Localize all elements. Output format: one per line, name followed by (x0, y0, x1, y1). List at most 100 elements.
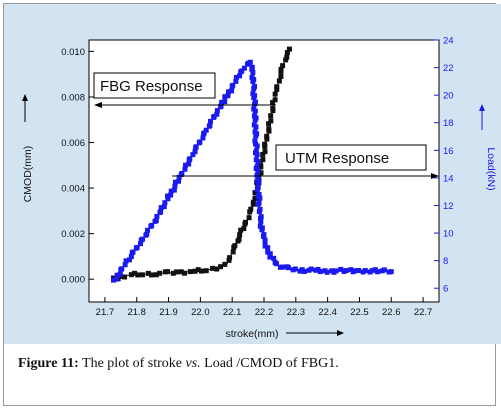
y-right-tick-label: 12 (443, 201, 454, 212)
caption-text-after: Load /CMOD of FBG1. (200, 356, 339, 371)
data-point (250, 199, 256, 205)
utm-label-box (275, 144, 427, 171)
y-right-tick-label: 22 (443, 63, 454, 74)
data-point (149, 222, 155, 228)
data-point (230, 82, 236, 88)
data-point (254, 143, 260, 149)
chart: 21.7 21.8 21.9 22.0 22.1 22.2 22.3 22.4 22.5 22.6… (22, 36, 497, 340)
data-point (229, 88, 235, 94)
y-left-tick-label: 0.010 (61, 47, 85, 58)
data-point (226, 257, 232, 263)
y-left-tick-label: 0.006 (61, 138, 85, 149)
y-right-tick-label: 10 (443, 229, 454, 240)
x-title-arrow-head (337, 330, 344, 336)
data-point (178, 269, 184, 275)
data-point (255, 159, 261, 165)
data-point (280, 63, 286, 69)
data-point (352, 268, 358, 274)
data-point (253, 124, 259, 130)
data-point (144, 231, 150, 237)
data-point (274, 84, 280, 90)
x-tick-label: 22.4 (318, 307, 337, 318)
data-point (333, 268, 339, 274)
data-point (247, 59, 253, 65)
data-point (262, 141, 268, 147)
data-point (254, 152, 260, 158)
data-point (134, 244, 140, 250)
data-point (174, 269, 180, 275)
data-point (317, 269, 323, 275)
data-point (252, 195, 258, 201)
data-point (256, 208, 262, 214)
x-tick-label: 21.7 (96, 307, 115, 318)
data-point (186, 161, 192, 167)
data-point (258, 170, 264, 176)
y-left-title-arrow-head (22, 94, 28, 101)
data-point (258, 162, 264, 168)
data-point (158, 209, 164, 215)
x-tick-label: 22.5 (350, 307, 369, 318)
data-point (274, 261, 280, 267)
data-point (222, 94, 228, 100)
x-axis-title: stroke(mm) (225, 328, 278, 340)
data-point (264, 136, 270, 142)
data-point (343, 268, 349, 274)
data-point (193, 144, 199, 150)
data-point (168, 192, 174, 198)
data-point (225, 93, 231, 99)
data-point (247, 209, 253, 215)
data-point (117, 271, 123, 277)
data-point (241, 226, 247, 232)
data-point (308, 266, 314, 272)
data-point (114, 272, 120, 278)
data-point (187, 269, 193, 275)
data-point (254, 172, 260, 178)
data-point (176, 178, 182, 184)
data-point (258, 216, 263, 222)
data-point (270, 105, 276, 111)
data-point (252, 101, 258, 107)
data-point (324, 269, 330, 275)
data-point (187, 156, 193, 162)
data-point (222, 99, 228, 105)
data-point (252, 138, 258, 144)
data-point (110, 277, 116, 283)
data-point (262, 239, 268, 245)
data-point (119, 266, 125, 272)
data-point (176, 174, 182, 180)
x-tick-label: 22.0 (191, 307, 210, 318)
data-point (248, 206, 254, 212)
data-point (210, 265, 215, 271)
data-point (239, 68, 245, 74)
y-left-axis-title: CMOD(mm) (22, 146, 34, 203)
y-axis-right: 6 8 10 12 14 16 18 20 22 24 (434, 36, 454, 295)
x-tick-label: 22.2 (255, 307, 274, 318)
data-point (203, 268, 209, 274)
y-left-tick-label: 0.002 (61, 229, 85, 240)
data-point (254, 187, 260, 193)
data-point (218, 103, 224, 109)
data-point (128, 272, 134, 278)
fbg-response-label: FBG Response (100, 78, 203, 95)
data-point (280, 264, 286, 270)
data-point (198, 268, 204, 274)
data-point (203, 127, 209, 133)
data-point (271, 255, 277, 261)
y-left-tick-label: 0.008 (61, 92, 85, 103)
y-right-axis-title: Load(kN) (485, 147, 497, 190)
data-point (338, 266, 344, 272)
data-point (208, 118, 213, 124)
data-point (165, 196, 171, 202)
figure-label: Figure 11: (18, 356, 79, 371)
data-point (153, 217, 159, 223)
data-point (201, 130, 207, 136)
data-point (165, 193, 171, 199)
data-point (211, 113, 217, 119)
data-point (285, 265, 291, 271)
data-point (260, 151, 266, 157)
plot-panel: 21.7 21.8 21.9 22.0 22.1 22.2 22.3 22.4 22.5 22.6… (4, 4, 501, 344)
data-point (284, 54, 290, 60)
data-point (183, 162, 189, 168)
data-point (260, 157, 266, 163)
data-point (381, 267, 387, 273)
